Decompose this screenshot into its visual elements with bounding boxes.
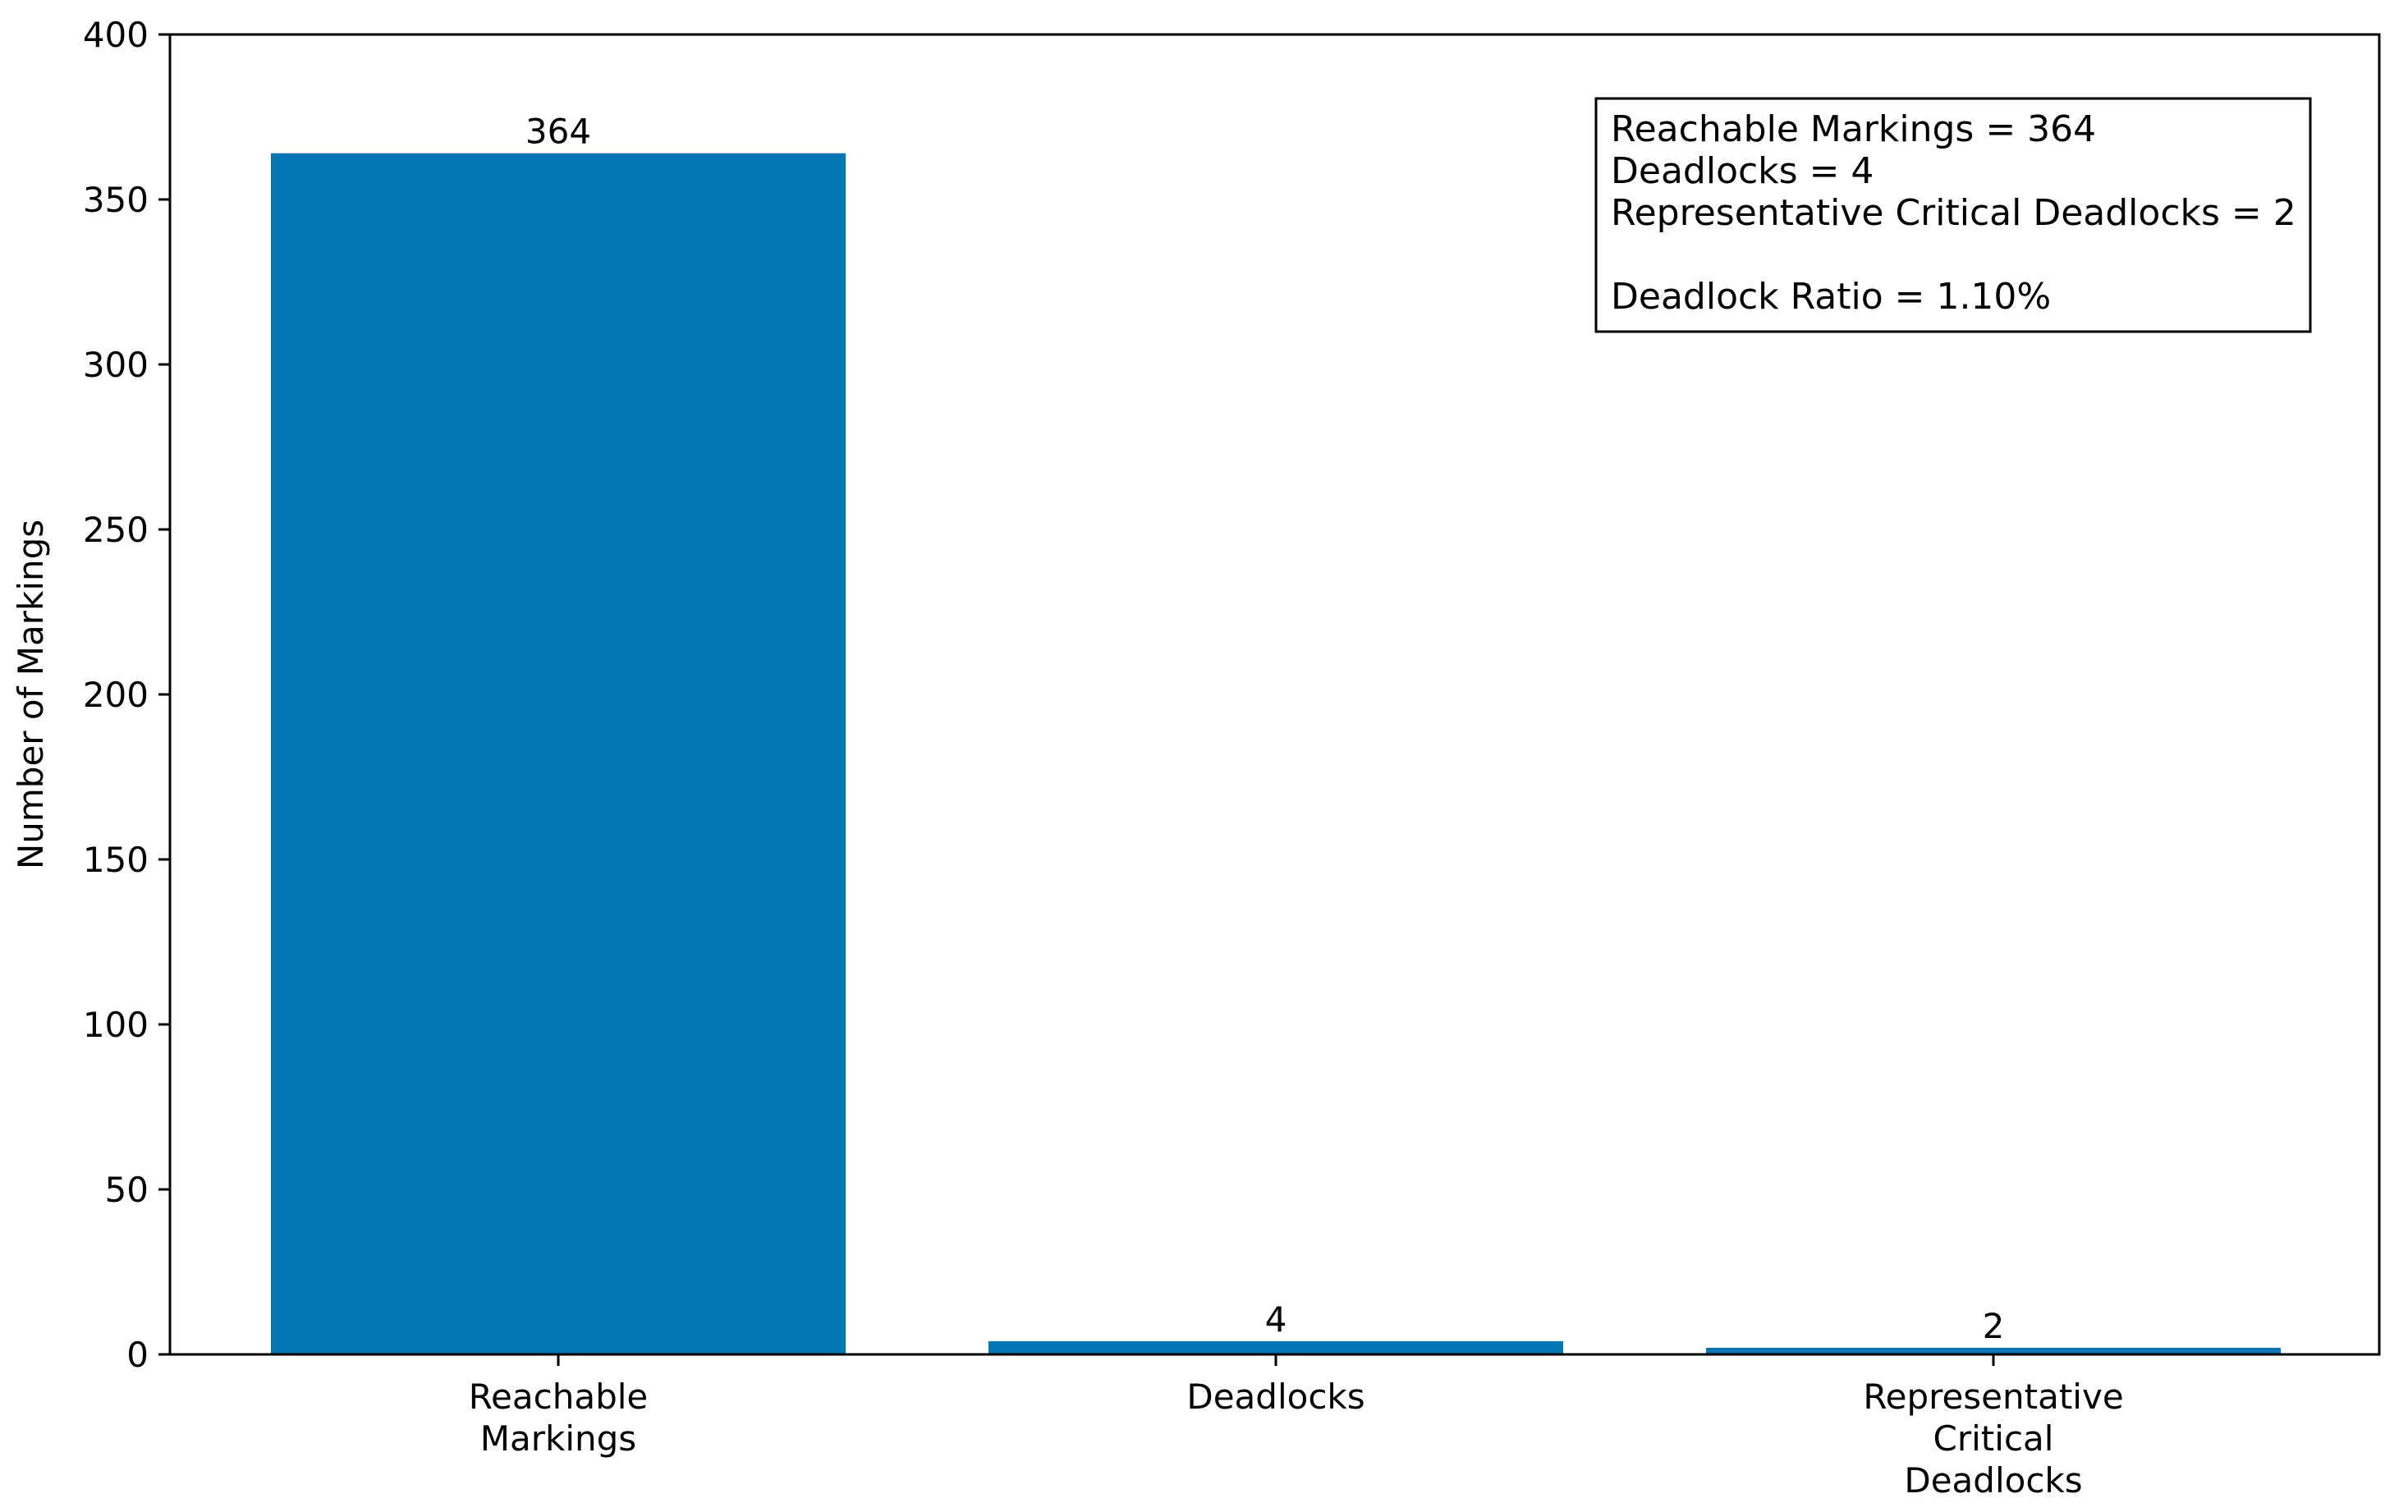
y-tick-label-4: 200 xyxy=(83,675,149,715)
bar-value-label-2: 2 xyxy=(1983,1306,2005,1346)
y-tick-label-6: 300 xyxy=(83,345,149,385)
annotation-line-1: Deadlocks = 4 xyxy=(1611,150,1874,192)
annotation-line-4: Deadlock Ratio = 1.10% xyxy=(1611,276,2051,318)
y-axis-label: Number of Markings xyxy=(11,520,51,869)
bar-1 xyxy=(988,1340,1563,1354)
annotation-frame xyxy=(1594,97,2312,333)
x-tick-label-2: Representative Critical Deadlocks xyxy=(1863,1377,2123,1501)
x-tick-label-0: Reachable Markings xyxy=(469,1377,649,1459)
bar-0 xyxy=(271,153,846,1355)
x-tick-label-1: Deadlocks xyxy=(1186,1377,1365,1417)
y-tick-label-2: 100 xyxy=(83,1005,149,1045)
bars-layer xyxy=(271,153,2281,1355)
labels-layer: 364 4 2 0 50 100 150 200 250 300 350 400 Reachable Ma… xyxy=(11,15,2124,1501)
annotation-line-0: Reachable Markings = 364 xyxy=(1611,108,2096,150)
annotation-line-2: Representative Critical Deadlocks = 2 xyxy=(1611,192,2296,234)
y-tick-label-0: 0 xyxy=(126,1335,149,1375)
y-tick-label-7: 350 xyxy=(83,180,149,220)
bar-2 xyxy=(1706,1347,2281,1354)
y-tick-label-5: 250 xyxy=(83,510,149,550)
axes-layer xyxy=(158,33,2381,1366)
y-tick-label-3: 150 xyxy=(83,840,149,880)
bar-value-label-1: 4 xyxy=(1265,1299,1287,1340)
bar-value-label-0: 364 xyxy=(525,112,591,152)
y-tick-label-8: 400 xyxy=(83,15,149,55)
y-tick-label-1: 50 xyxy=(105,1170,149,1210)
